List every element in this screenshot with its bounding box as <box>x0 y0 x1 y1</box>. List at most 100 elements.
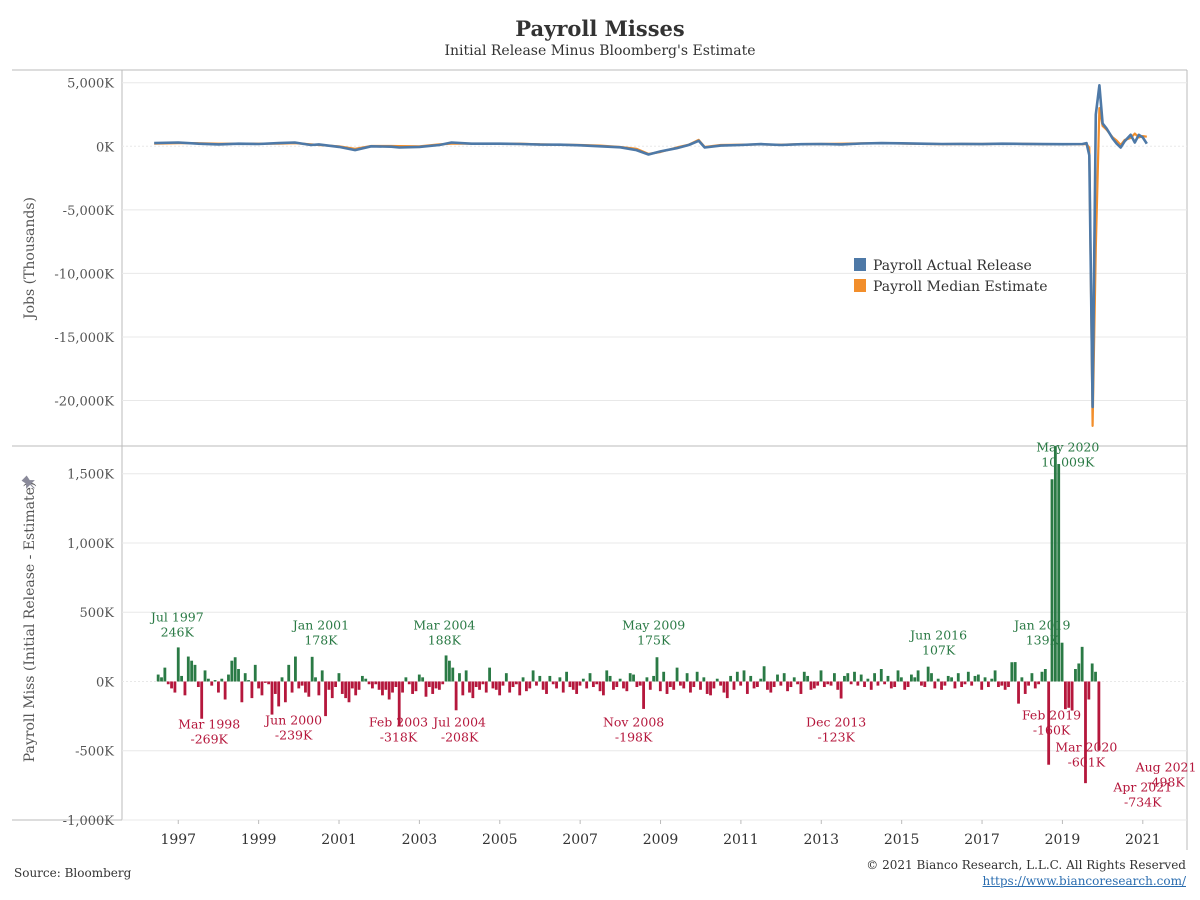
x-tick-label: 2009 <box>643 832 679 848</box>
miss-bar <box>846 673 850 682</box>
annotation-value: 188K <box>428 632 462 647</box>
payroll-lines <box>154 84 1148 427</box>
miss-bar <box>411 681 415 694</box>
miss-bar <box>796 681 799 685</box>
miss-bar <box>381 681 384 696</box>
miss-bar <box>166 681 170 685</box>
miss-bar <box>588 673 592 682</box>
miss-bar <box>980 681 984 690</box>
miss-bar <box>260 681 264 696</box>
miss-bar <box>839 681 843 699</box>
miss-bar <box>655 657 659 682</box>
miss-bar <box>990 678 994 682</box>
annotation-value: -123K <box>817 729 855 744</box>
annotation-date: Mar 1998 <box>178 716 240 731</box>
annotation-date: Dec 2013 <box>806 714 866 729</box>
miss-bar <box>749 675 753 682</box>
chart-subtitle: Initial Release Minus Bloomberg's Estima… <box>444 43 756 59</box>
website-link[interactable]: https://www.biancoresearch.com/ <box>982 874 1186 888</box>
miss-bar <box>565 671 568 682</box>
bottom-y-tick-label: 1,500K <box>67 468 114 483</box>
miss-bar <box>635 681 639 688</box>
miss-bar <box>340 681 344 694</box>
x-tick-label: 2017 <box>964 832 1000 848</box>
miss-bar <box>441 681 445 685</box>
miss-bar <box>558 677 562 682</box>
x-tick-label: 2005 <box>482 832 518 848</box>
miss-bar <box>347 681 351 703</box>
annotation-value: -318K <box>380 729 418 744</box>
miss-bar <box>819 670 823 682</box>
miss-bar <box>1090 663 1094 682</box>
miss-bar <box>829 681 833 686</box>
miss-bar <box>745 681 749 694</box>
miss-bar <box>514 681 518 685</box>
miss-bar <box>692 681 696 688</box>
pin-icon[interactable] <box>21 475 38 492</box>
annotation-date: Jun 2000 <box>263 712 322 727</box>
miss-bar <box>307 681 311 697</box>
miss-bar <box>314 677 317 682</box>
miss-bar <box>521 677 525 682</box>
miss-bar <box>712 681 716 689</box>
miss-bar <box>414 681 418 692</box>
miss-bar <box>833 673 836 682</box>
miss-bar <box>1003 681 1007 690</box>
miss-bar <box>799 681 803 694</box>
miss-bar <box>843 675 846 682</box>
annotation-date: Nov 2008 <box>603 714 664 729</box>
miss-bar <box>893 681 897 688</box>
bottom-y-tick-label: -1,000K <box>63 814 115 829</box>
top-y-axis: 5,000K 0K -5,000K -10,000K -15,000K -20,000K <box>54 77 114 410</box>
miss-bar <box>200 681 204 719</box>
miss-bar <box>294 656 297 682</box>
annotation-value: -208K <box>441 729 479 744</box>
miss-bar <box>1050 479 1054 682</box>
miss-bar <box>297 681 301 689</box>
miss-bar <box>270 681 274 715</box>
miss-bar <box>950 677 953 682</box>
legend-entry: Payroll Actual Release <box>873 258 1032 274</box>
miss-bar <box>277 681 281 707</box>
miss-bar <box>250 681 254 699</box>
miss-bar <box>986 681 990 688</box>
miss-bar <box>404 677 408 682</box>
miss-bar <box>1074 669 1077 682</box>
miss-bar <box>920 681 923 686</box>
miss-bar <box>662 671 666 682</box>
miss-bar <box>263 681 267 683</box>
miss-bar <box>538 675 542 682</box>
annotation-value: 10,009K <box>1041 454 1095 469</box>
miss-bar <box>525 681 528 692</box>
miss-bar <box>926 666 930 682</box>
miss-bar <box>638 681 642 686</box>
miss-bar <box>163 667 167 682</box>
miss-bar <box>394 681 398 688</box>
miss-bar <box>324 681 327 717</box>
miss-bar <box>789 681 793 688</box>
top-gridlines <box>122 82 1187 402</box>
top-y-tick-label: 5,000K <box>67 77 114 92</box>
annotation-value: -269K <box>190 731 228 746</box>
miss-bar <box>966 671 970 682</box>
miss-bar <box>826 681 830 685</box>
top-y-axis-title: Jobs (Thousands) <box>22 197 38 321</box>
miss-bar <box>213 680 217 682</box>
miss-bar <box>434 681 438 689</box>
legend-swatch <box>854 258 866 271</box>
miss-bar <box>160 677 163 682</box>
miss-bar <box>766 681 769 690</box>
miss-bar <box>1087 681 1091 700</box>
miss-bar <box>970 681 974 686</box>
annotation-date: Jan 2019 <box>1012 617 1070 632</box>
miss-bar <box>782 673 786 682</box>
chart-frame <box>12 69 1188 850</box>
miss-bar <box>280 677 284 682</box>
x-tick-label: 1997 <box>160 832 196 848</box>
miss-bar <box>946 675 950 682</box>
miss-bar <box>421 677 425 682</box>
annotation-date: Feb 2019 <box>1022 707 1081 722</box>
miss-bar <box>401 681 404 693</box>
miss-bar <box>598 681 602 692</box>
